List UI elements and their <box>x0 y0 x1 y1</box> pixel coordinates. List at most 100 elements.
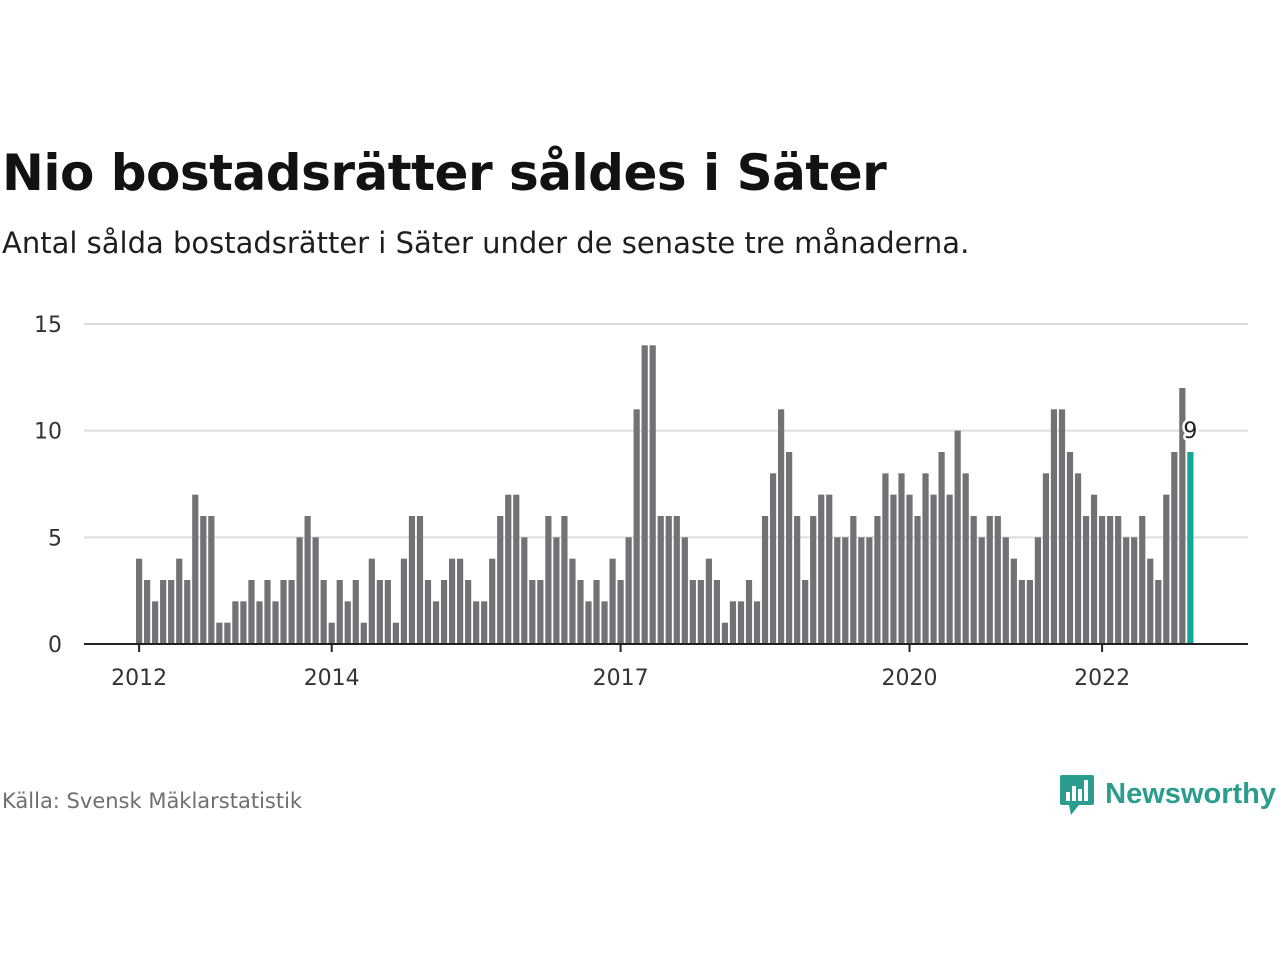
source-note: Källa: Svensk Mäklarstatistik <box>2 789 303 813</box>
bar <box>882 473 889 644</box>
bar-highlight <box>1187 452 1194 644</box>
bar <box>1139 516 1146 644</box>
bar-chart: 0 5 10 15 2012 2014 2017 2020 2022 9 <box>34 313 1248 691</box>
bar <box>1010 558 1017 644</box>
x-tick-label: 2014 <box>304 666 360 691</box>
bar <box>400 558 408 644</box>
bar <box>272 601 279 644</box>
bar <box>954 430 961 644</box>
bar <box>481 601 488 644</box>
bar <box>681 537 688 644</box>
bar <box>657 516 664 644</box>
bar <box>898 473 905 644</box>
bar <box>786 452 793 644</box>
bar <box>200 516 207 644</box>
bar <box>617 580 624 644</box>
bar <box>432 601 440 644</box>
brand-name: Newsworthy <box>1105 777 1276 810</box>
bar <box>794 516 801 644</box>
bar <box>248 580 255 644</box>
bar <box>553 537 560 644</box>
bar <box>392 622 399 644</box>
bar <box>826 494 833 644</box>
bar <box>938 452 945 644</box>
bar <box>874 516 881 644</box>
y-tick-label: 15 <box>34 313 62 338</box>
bar <box>1099 516 1106 644</box>
bar <box>970 516 977 644</box>
bar <box>537 580 544 644</box>
bar <box>561 516 568 644</box>
bar <box>922 473 929 644</box>
bar <box>152 601 159 644</box>
bar <box>320 580 327 644</box>
bar <box>665 516 672 644</box>
bar <box>946 494 953 644</box>
bar <box>264 580 271 644</box>
bar <box>352 580 359 644</box>
bar <box>1115 516 1122 644</box>
bar <box>593 580 600 644</box>
bar <box>705 558 712 644</box>
bar <box>545 516 552 644</box>
bar <box>1042 473 1050 644</box>
last-value-label: 9 <box>1183 419 1197 444</box>
bar <box>1066 452 1074 644</box>
bar <box>641 345 648 644</box>
x-tick-label: 2022 <box>1074 666 1130 691</box>
bar <box>978 537 985 644</box>
bar <box>160 580 167 644</box>
bar <box>834 537 841 644</box>
bar <box>713 580 720 644</box>
bar <box>529 580 536 644</box>
bar <box>729 601 737 644</box>
bar <box>497 516 504 644</box>
bar <box>1082 516 1090 644</box>
bar <box>721 622 729 644</box>
bar <box>408 516 416 644</box>
bar <box>761 516 769 644</box>
bar <box>328 622 335 644</box>
bar <box>649 345 656 644</box>
bar <box>633 409 640 644</box>
bar <box>168 580 175 644</box>
bar <box>192 494 199 644</box>
bar <box>144 580 151 644</box>
bar <box>344 601 351 644</box>
bar <box>368 558 375 644</box>
bar <box>280 580 287 644</box>
bar <box>850 516 857 644</box>
y-tick-label: 10 <box>34 420 62 445</box>
bar <box>288 580 295 644</box>
bar <box>176 558 183 644</box>
bar <box>1074 473 1082 644</box>
bar <box>424 580 432 644</box>
bar <box>890 494 897 644</box>
bar <box>473 601 480 644</box>
bar <box>1179 388 1186 644</box>
bar <box>184 580 191 644</box>
bar <box>858 537 865 644</box>
bar <box>769 473 777 644</box>
bar <box>384 580 391 644</box>
bar <box>304 516 311 644</box>
bar <box>457 558 464 644</box>
bar <box>440 580 448 644</box>
bar <box>986 516 993 644</box>
bar <box>505 494 512 644</box>
bar <box>930 494 937 644</box>
x-tick-label: 2012 <box>111 666 167 691</box>
bar <box>1034 537 1041 644</box>
y-tick-label: 5 <box>48 526 62 551</box>
bar <box>1163 494 1170 644</box>
bar <box>609 558 616 644</box>
bar <box>778 409 785 644</box>
bar <box>208 516 215 644</box>
bar <box>136 558 143 644</box>
bar <box>1131 537 1138 644</box>
bar <box>866 537 873 644</box>
bar <box>513 494 520 644</box>
bar <box>697 580 704 644</box>
bar-chart-speech-bubble-icon <box>1060 775 1095 815</box>
chart-title: Nio bostadsrätter såldes i Säter <box>2 144 887 202</box>
